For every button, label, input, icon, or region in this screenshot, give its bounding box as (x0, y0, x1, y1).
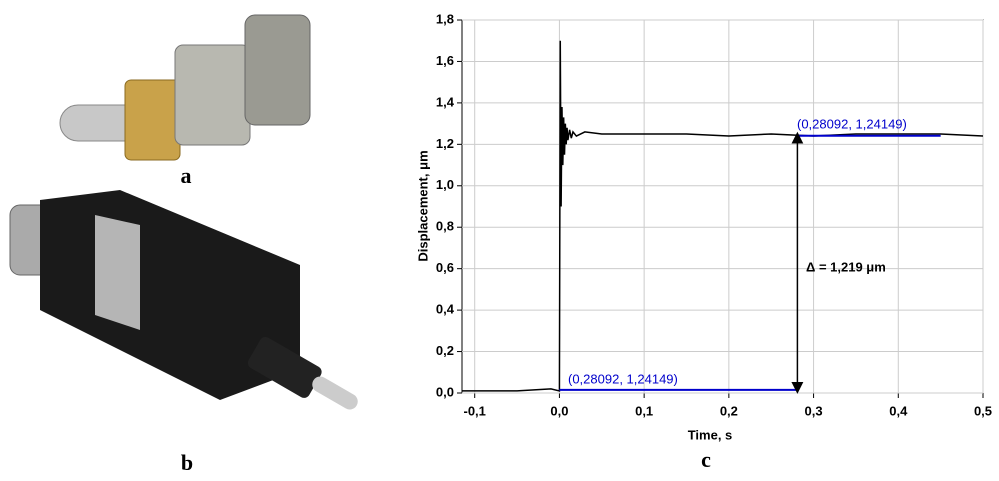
y-axis-label: Displacement, μm (415, 150, 430, 261)
y-tick-label: 0,8 (436, 219, 454, 234)
x-axis-label: Time, s (688, 427, 733, 442)
y-tick-label: 1,0 (436, 177, 454, 192)
panel-label: b (181, 450, 193, 475)
y-tick-label: 1,6 (436, 53, 454, 68)
panel-label: c (701, 447, 711, 472)
annotation: (0,28092, 1,24149) (568, 371, 678, 386)
y-tick-label: 0,2 (436, 343, 454, 358)
x-tick-label: 0,1 (635, 403, 653, 418)
x-tick-label: 0,5 (974, 403, 992, 418)
x-tick-label: 0,4 (889, 403, 908, 418)
y-tick-label: 1,4 (436, 94, 455, 109)
panel-label: a (181, 163, 192, 188)
plot-frame (461, 19, 984, 394)
x-tick-label: 0,2 (720, 403, 738, 418)
y-tick-label: 1,2 (436, 136, 454, 151)
y-tick-label: 0,4 (436, 302, 455, 317)
plot: -0,1 0,0 0,1 0,2 0,3 0,4 0,5 0,0 0,2 0,4 0,6 0,8 1,0… (436, 11, 992, 418)
x-tick-label: 0,3 (805, 403, 823, 418)
data-line (462, 40, 984, 392)
stage-photo (9, 190, 358, 410)
x-tick-label: 0,0 (550, 403, 568, 418)
annotation: Δ = 1,219 μm (806, 259, 886, 274)
x-tick-label: -0,1 (464, 403, 486, 418)
y-tick-label: 0,0 (436, 384, 454, 399)
micrometer-photo (59, 14, 311, 161)
y-tick-label: 1,8 (436, 11, 454, 26)
annotation: (0,28092, 1,24149) (797, 116, 907, 131)
y-tick-label: 0,6 (436, 260, 454, 275)
